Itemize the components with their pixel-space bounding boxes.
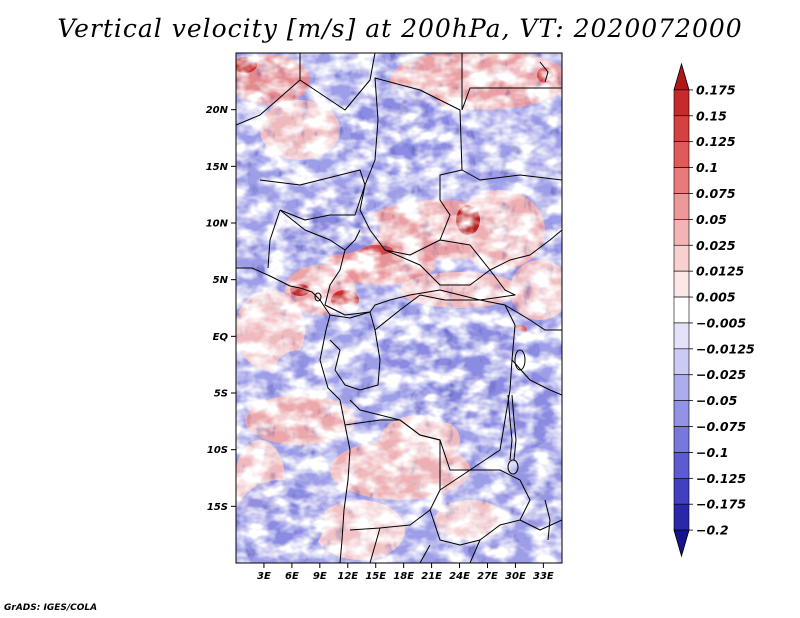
colorbar-bin bbox=[673, 296, 690, 324]
lon-tick-label: 18E bbox=[393, 571, 414, 582]
colorbar-level-label: −0.05 bbox=[696, 393, 738, 408]
country-borders bbox=[236, 53, 562, 563]
colorbar: 0.175 0.15 0.125 0.1 0.075 0.05 0.025 0.0125 0.0… bbox=[673, 62, 755, 558]
colorbar-level-label: 0.05 bbox=[696, 212, 727, 227]
lon-tick-label: 27E bbox=[477, 571, 498, 582]
lat-tick-label: EQ bbox=[213, 332, 229, 343]
colorbar-bin bbox=[673, 452, 690, 479]
colorbar-level-label: 0.0125 bbox=[696, 264, 745, 279]
colorbar-bin bbox=[673, 141, 690, 168]
lat-tick-label: 20N bbox=[206, 105, 229, 116]
colorbar-bin bbox=[673, 322, 690, 350]
colorbar-bin bbox=[673, 426, 690, 453]
field-texture bbox=[236, 53, 562, 563]
colorbar-bin bbox=[673, 478, 690, 505]
lon-tick-label: 12E bbox=[337, 571, 358, 582]
colorbar-bin bbox=[673, 348, 690, 376]
colorbar-level-label: −0.025 bbox=[696, 367, 746, 382]
lon-tick-label: 15E bbox=[365, 571, 386, 582]
lon-tick-label: 33E bbox=[533, 571, 554, 582]
colorbar-level-label: −0.0125 bbox=[696, 341, 755, 356]
map-frame bbox=[235, 52, 563, 564]
colorbar-bin bbox=[673, 270, 690, 298]
colorbar-bin bbox=[673, 167, 690, 194]
colorbar-level-label: −0.075 bbox=[696, 419, 746, 434]
lon-tick-label: 9E bbox=[313, 571, 327, 582]
lon-tick-label: 6E bbox=[285, 571, 299, 582]
colorbar-bin bbox=[673, 89, 690, 117]
colorbar-bin bbox=[673, 374, 690, 401]
colorbar-level-label: 0.15 bbox=[696, 108, 727, 123]
colorbar-level-label: −0.005 bbox=[696, 315, 746, 330]
lat-tick-label: 15S bbox=[207, 502, 228, 513]
colorbar-level-label: −0.175 bbox=[696, 497, 746, 512]
colorbar-level-label: 0.005 bbox=[696, 290, 736, 305]
colorbar-level-label: −0.1 bbox=[696, 445, 729, 460]
lon-tick-label: 30E bbox=[505, 571, 526, 582]
colorbar-bin bbox=[673, 503, 690, 531]
lat-tick-label: 5N bbox=[213, 275, 229, 286]
colorbar-level-label: −0.2 bbox=[696, 523, 729, 538]
colorbar-level-label: 0.1 bbox=[696, 160, 718, 175]
colorbar-bin bbox=[673, 219, 690, 246]
colorbar-bottom-arrow bbox=[673, 529, 690, 558]
colorbar-level-label: 0.175 bbox=[696, 82, 736, 97]
colorbar-bin bbox=[673, 115, 690, 142]
latitude-axis: 20N 15N 10N 5N EQ 5S 10S 15S bbox=[206, 105, 236, 513]
lon-tick-label: 21E bbox=[421, 571, 442, 582]
lon-tick-label: 24E bbox=[449, 571, 470, 582]
colorbar-level-label: 0.125 bbox=[696, 134, 736, 149]
colorbar-level-label: 0.025 bbox=[696, 238, 736, 253]
colorbar-top-arrow bbox=[673, 62, 690, 91]
map-panel bbox=[236, 53, 562, 563]
plot-title: Vertical velocity [m/s] at 200hPa, VT: 2… bbox=[57, 14, 743, 43]
colorbar-level-label: 0.075 bbox=[696, 186, 736, 201]
lon-tick-label: 3E bbox=[257, 571, 271, 582]
colorbar-level-label: −0.125 bbox=[696, 471, 746, 486]
lat-tick-label: 10S bbox=[207, 445, 228, 456]
colorbar-bin bbox=[673, 244, 690, 272]
colorbar-bin bbox=[673, 400, 690, 427]
lat-tick-label: 15N bbox=[206, 162, 229, 173]
lat-tick-label: 5S bbox=[214, 389, 228, 400]
colorbar-bin bbox=[673, 193, 690, 220]
footer-credit: GrADS: IGES/COLA bbox=[4, 603, 98, 613]
longitude-axis: 3E 6E 9E 12E 15E 18E 21E 24E 27E 30E 33E bbox=[257, 563, 554, 582]
lat-tick-label: 10N bbox=[206, 219, 229, 230]
